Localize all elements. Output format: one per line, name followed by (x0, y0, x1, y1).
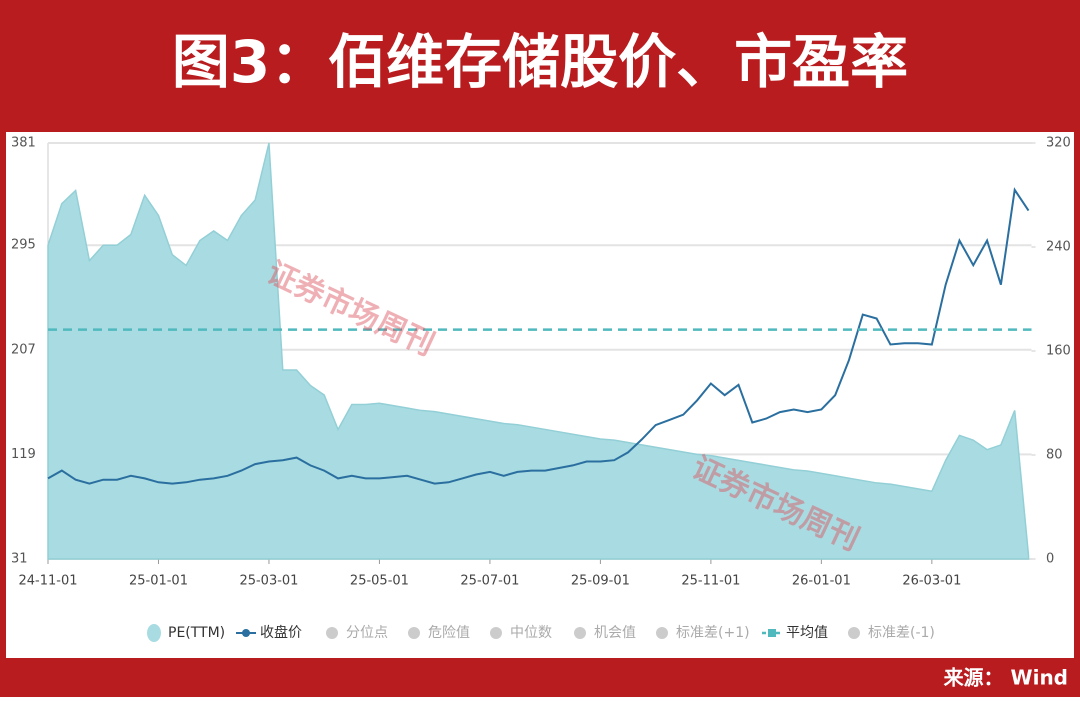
y2-tick-label: 240 (1046, 240, 1071, 255)
legend-swatch (326, 627, 338, 639)
legend-swatch (490, 627, 502, 639)
x-tick-label: 24-11-01 (18, 574, 77, 589)
x-tick-label: 25-03-01 (239, 574, 298, 589)
x-tick-label: 25-11-01 (681, 574, 740, 589)
x-tick-label: 25-07-01 (460, 574, 519, 589)
y-tick-label: 295 (11, 238, 36, 253)
legend-label: 平均值 (786, 625, 828, 641)
y2-tick-label: 0 (1046, 552, 1054, 567)
legend-label: 标准差(-1) (868, 625, 935, 641)
y-tick-label: 119 (11, 447, 36, 462)
legend-swatch (848, 627, 860, 639)
legend-label: 机会值 (594, 625, 636, 641)
source: 来源： Wind (943, 666, 1068, 690)
legend-swatch (147, 624, 161, 642)
x-tick-label: 25-01-01 (129, 574, 188, 589)
legend-swatch (656, 627, 668, 639)
legend-swatch (242, 629, 250, 637)
legend-label: 分位点 (346, 625, 388, 641)
legend-label: 中位数 (510, 625, 552, 641)
legend-label: PE(TTM) (168, 625, 225, 641)
x-tick-label: 25-05-01 (350, 574, 409, 589)
legend-label: 收盘价 (260, 624, 302, 641)
y2-tick-label: 80 (1046, 448, 1063, 463)
y2-tick-label: 320 (1046, 136, 1071, 151)
x-tick-label: 26-01-01 (792, 574, 851, 589)
pe-area (47, 142, 1030, 560)
legend-label: 标准差(+1) (676, 625, 750, 641)
y-tick-label: 207 (11, 342, 36, 357)
x-tick-label: 26-03-01 (902, 574, 961, 589)
x-tick-label: 25-09-01 (571, 574, 630, 589)
legend-swatch (574, 627, 586, 639)
y2-tick-label: 160 (1046, 344, 1071, 359)
y-tick-label: 381 (11, 136, 36, 151)
chart-title: 图3：佰维存储股价、市盈率 (172, 28, 908, 96)
legend-swatch (408, 627, 420, 639)
legend-label: 危险值 (428, 625, 470, 641)
price-line (47, 187, 1030, 485)
legend-swatch (768, 629, 776, 637)
y-tick-label: 31 (11, 552, 28, 567)
